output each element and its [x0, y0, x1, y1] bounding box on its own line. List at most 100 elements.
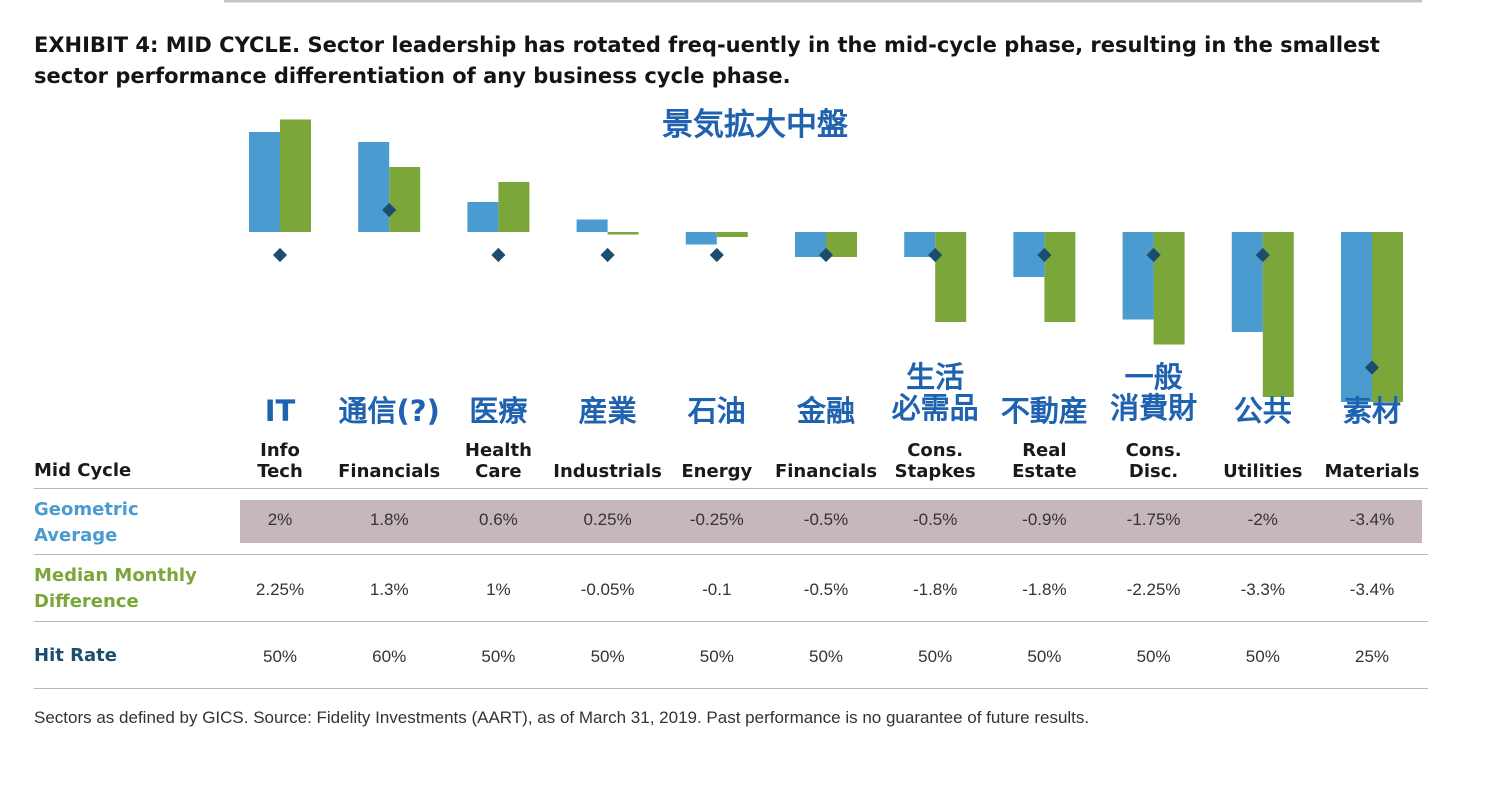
bar-geometric-average	[249, 132, 280, 232]
bar-median-monthly-difference	[1262, 232, 1294, 397]
bar-geometric-average	[1341, 232, 1372, 402]
cell-geometric-average: -1.75%	[1126, 510, 1181, 529]
japanese-category-label: IT	[264, 394, 296, 428]
hit-rate-marker	[382, 202, 397, 218]
hit-rate-marker	[1146, 247, 1161, 263]
bar-geometric-average	[576, 219, 608, 232]
geometric-average-highlight	[240, 500, 1422, 543]
bar-geometric-average	[685, 232, 717, 245]
bar-median-monthly-difference	[1044, 232, 1076, 322]
japanese-category-label: 公共	[1233, 394, 1292, 428]
japanese-category-label: 医療	[469, 394, 528, 428]
cell-hit-rate: 50%	[1245, 647, 1280, 666]
bar-median-monthly-difference	[826, 232, 857, 257]
japanese-category-label: 石油	[687, 394, 746, 428]
category-label: Info Tech	[257, 440, 303, 482]
row-label-hit-rate: Hit Rate	[34, 645, 117, 666]
cell-hit-rate: 60%	[372, 647, 407, 666]
cell-geometric-average: -0.5%	[912, 510, 958, 529]
bar-geometric-average	[358, 142, 390, 232]
cell-hit-rate: 50%	[808, 647, 844, 666]
cell-hit-rate: 25%	[1354, 647, 1390, 666]
hit-rate-marker	[272, 247, 288, 263]
bar-geometric-average	[1122, 232, 1154, 320]
category-label: Materials	[1324, 461, 1420, 482]
cell-hit-rate: 50%	[590, 647, 625, 666]
bar-chart	[224, 0, 1422, 402]
japanese-category-label: 産業	[578, 394, 637, 428]
bar-median-monthly-difference	[607, 232, 639, 235]
bar-geometric-average	[795, 232, 826, 257]
bar-median-monthly-difference	[1372, 232, 1403, 402]
hit-rate-marker	[1364, 360, 1380, 375]
cell-geometric-average: -0.9%	[1022, 510, 1067, 529]
category-label: Cons. Stapkes	[894, 440, 976, 482]
cell-median-monthly-difference: -0.05%	[580, 580, 635, 599]
cell-median-monthly-difference: 1%	[486, 580, 511, 599]
table-divider	[34, 488, 1428, 489]
cell-geometric-average: 1.8%	[369, 510, 409, 529]
row-label-geometric-average: Geometric Average	[34, 499, 139, 546]
cell-hit-rate: 50%	[1027, 647, 1062, 666]
cell-hit-rate: 50%	[918, 647, 953, 666]
hit-rate-marker	[928, 247, 943, 263]
cell-median-monthly-difference: -1.8%	[912, 580, 958, 599]
japanese-category-label: 通信(?)	[338, 394, 440, 428]
table-header-mid-cycle: Mid Cycle	[34, 460, 132, 481]
cell-median-monthly-difference: -3.3%	[1240, 580, 1285, 599]
category-label: Health Care	[464, 440, 532, 482]
category-label: Financials	[774, 461, 878, 482]
japanese-category-label: 金融	[796, 394, 855, 428]
bar-geometric-average	[467, 202, 499, 232]
table-divider	[34, 554, 1428, 555]
table-divider	[34, 688, 1428, 689]
cell-median-monthly-difference: -1.8%	[1022, 580, 1067, 599]
bar-median-monthly-difference	[389, 167, 421, 232]
cell-median-monthly-difference: 2.25%	[255, 580, 305, 599]
cell-geometric-average: 2%	[267, 510, 293, 529]
bar-median-monthly-difference	[498, 182, 530, 232]
hit-rate-marker	[491, 247, 506, 263]
cell-median-monthly-difference: 1.3%	[369, 580, 409, 599]
hit-rate-marker	[709, 247, 724, 263]
cell-hit-rate: 50%	[481, 647, 516, 666]
bar-median-monthly-difference	[1153, 232, 1185, 345]
japanese-category-label: 生活 必需品	[891, 360, 979, 425]
category-label: Cons. Disc.	[1125, 440, 1182, 482]
table-divider	[34, 621, 1428, 622]
cell-hit-rate: 50%	[1136, 647, 1171, 666]
cell-median-monthly-difference: -2.25%	[1126, 580, 1181, 599]
cell-geometric-average: -2%	[1247, 510, 1278, 529]
japanese-category-label: 一般 消費財	[1110, 360, 1198, 425]
hit-rate-marker	[600, 247, 615, 263]
japanese-chart-title: 景気拡大中盤	[662, 107, 848, 143]
hit-rate-marker	[818, 247, 834, 263]
cell-geometric-average: -0.25%	[689, 510, 744, 529]
cell-geometric-average: 0.6%	[479, 510, 518, 529]
cell-median-monthly-difference: -3.4%	[1349, 580, 1395, 599]
hit-rate-marker	[1255, 247, 1270, 263]
footnote: Sectors as defined by GICS. Source: Fide…	[34, 708, 1090, 727]
category-label: Energy	[681, 461, 753, 482]
cell-geometric-average: -0.5%	[803, 510, 849, 529]
cell-geometric-average: 0.25%	[583, 510, 632, 529]
chart-title: EXHIBIT 4: MID CYCLE. Sector leadership …	[34, 33, 1380, 88]
cell-geometric-average: -3.4%	[1349, 510, 1395, 529]
bar-geometric-average	[1231, 232, 1263, 332]
cell-median-monthly-difference: -0.1	[702, 580, 732, 599]
category-label: Financials	[338, 461, 441, 482]
bar-median-monthly-difference	[280, 119, 311, 232]
category-label: Utilities	[1223, 461, 1303, 482]
bar-median-monthly-difference	[935, 232, 967, 322]
cell-hit-rate: 50%	[262, 647, 298, 666]
row-label-median-monthly-difference: Median Monthly Difference	[34, 565, 197, 612]
category-label: Real Estate	[1012, 440, 1077, 482]
category-label: Industrials	[553, 461, 662, 482]
hit-rate-marker	[1037, 247, 1052, 263]
bar-geometric-average	[904, 232, 936, 257]
bar-median-monthly-difference	[716, 232, 748, 237]
japanese-category-label: 素材	[1342, 394, 1401, 428]
cell-hit-rate: 50%	[699, 647, 734, 666]
japanese-category-label: 不動産	[1000, 394, 1088, 428]
cell-median-monthly-difference: -0.5%	[803, 580, 849, 599]
